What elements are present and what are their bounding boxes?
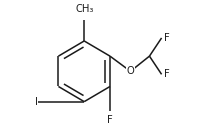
Text: F: F: [164, 33, 170, 43]
Text: O: O: [126, 66, 134, 76]
Text: I: I: [35, 97, 38, 107]
Text: F: F: [107, 115, 113, 125]
Text: CH₃: CH₃: [75, 4, 94, 14]
Text: F: F: [164, 69, 170, 79]
